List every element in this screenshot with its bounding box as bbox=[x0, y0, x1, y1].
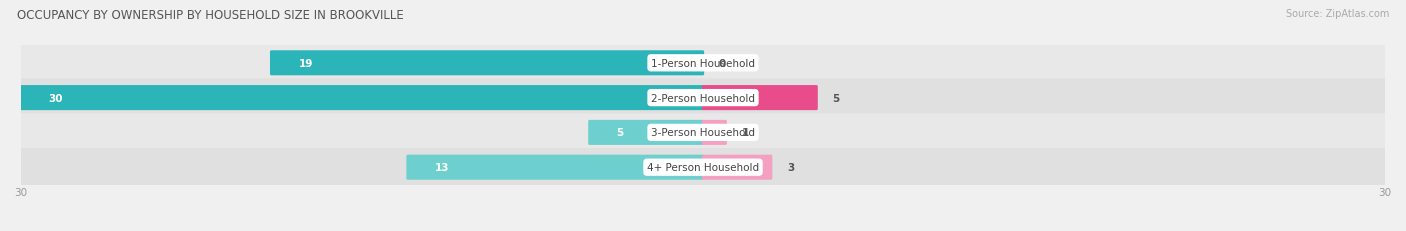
FancyBboxPatch shape bbox=[17, 44, 1389, 82]
FancyBboxPatch shape bbox=[702, 86, 818, 111]
Text: 0: 0 bbox=[718, 58, 725, 69]
Text: 19: 19 bbox=[298, 58, 312, 69]
FancyBboxPatch shape bbox=[406, 155, 704, 180]
FancyBboxPatch shape bbox=[702, 155, 772, 180]
FancyBboxPatch shape bbox=[702, 120, 727, 145]
Text: 2-Person Household: 2-Person Household bbox=[651, 93, 755, 103]
Text: 1: 1 bbox=[741, 128, 749, 138]
Text: 30: 30 bbox=[48, 93, 63, 103]
FancyBboxPatch shape bbox=[17, 79, 1389, 117]
Text: 13: 13 bbox=[434, 162, 450, 173]
FancyBboxPatch shape bbox=[270, 51, 704, 76]
Text: 5: 5 bbox=[832, 93, 839, 103]
Text: 5: 5 bbox=[617, 128, 624, 138]
Text: 1-Person Household: 1-Person Household bbox=[651, 58, 755, 69]
Text: 3-Person Household: 3-Person Household bbox=[651, 128, 755, 138]
FancyBboxPatch shape bbox=[20, 86, 704, 111]
FancyBboxPatch shape bbox=[17, 114, 1389, 152]
FancyBboxPatch shape bbox=[588, 120, 704, 145]
Text: 4+ Person Household: 4+ Person Household bbox=[647, 162, 759, 173]
FancyBboxPatch shape bbox=[17, 149, 1389, 187]
Text: Source: ZipAtlas.com: Source: ZipAtlas.com bbox=[1285, 9, 1389, 19]
Text: OCCUPANCY BY OWNERSHIP BY HOUSEHOLD SIZE IN BROOKVILLE: OCCUPANCY BY OWNERSHIP BY HOUSEHOLD SIZE… bbox=[17, 9, 404, 22]
Text: 3: 3 bbox=[787, 162, 794, 173]
